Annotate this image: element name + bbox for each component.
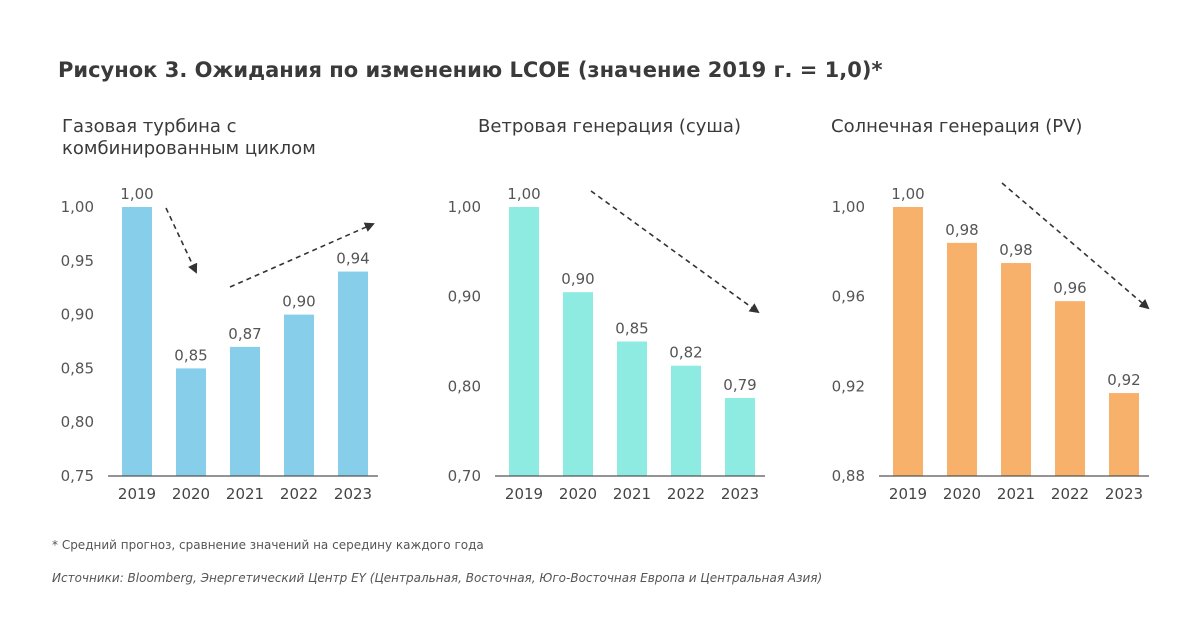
chart-title-line: Солнечная генерация (PV) — [831, 116, 1083, 137]
data-label: 0,94 — [336, 250, 369, 268]
data-label: 0,92 — [1107, 371, 1140, 389]
bar — [563, 292, 593, 476]
data-label: 0,90 — [561, 270, 594, 288]
x-tick-label: 2019 — [505, 485, 543, 503]
bar — [122, 207, 152, 476]
x-tick-label: 2020 — [172, 485, 210, 503]
x-tick-label: 2019 — [118, 485, 156, 503]
x-tick-label: 2022 — [1051, 485, 1089, 503]
bar — [671, 365, 701, 476]
y-tick-label: 0,85 — [61, 359, 94, 377]
x-tick-label: 2022 — [280, 485, 318, 503]
y-tick-label: 1,00 — [448, 198, 481, 216]
y-tick-label: 0,80 — [448, 377, 481, 395]
y-tick-label: 0,88 — [832, 467, 865, 485]
chart-title-solar: Солнечная генерация (PV) — [831, 116, 1151, 138]
data-label: 0,90 — [282, 293, 315, 311]
bar — [230, 346, 260, 476]
bar — [947, 242, 977, 476]
x-tick-label: 2023 — [334, 485, 372, 503]
data-label: 0,79 — [723, 376, 756, 394]
bar — [1001, 263, 1031, 476]
bar — [617, 341, 647, 476]
figure-title: Рисунок 3. Ожидания по изменению LCOE (з… — [58, 58, 883, 82]
x-tick-label: 2019 — [889, 485, 927, 503]
data-label: 0,87 — [228, 325, 261, 343]
sources-note: Источники: Bloomberg, Энергетический Цен… — [52, 571, 823, 585]
data-label: 0,98 — [945, 221, 978, 239]
data-label: 0,98 — [999, 241, 1032, 259]
y-tick-label: 0,80 — [61, 413, 94, 431]
x-tick-label: 2022 — [667, 485, 705, 503]
bar — [338, 271, 368, 476]
footnote: * Средний прогноз, сравнение значений на… — [52, 538, 484, 552]
chart-title-line: Ветровая генерация (суша) — [478, 116, 741, 137]
y-tick-label: 0,96 — [832, 288, 865, 306]
bar — [893, 207, 923, 476]
trend-arrow — [590, 190, 760, 314]
x-tick-label: 2020 — [943, 485, 981, 503]
x-tick-label: 2021 — [613, 485, 651, 503]
bar — [1055, 301, 1085, 476]
chart-title-gas: Газовая турбина с комбинированным циклом — [62, 116, 362, 160]
y-tick-label: 0,92 — [832, 377, 865, 395]
y-tick-label: 1,00 — [832, 198, 865, 216]
y-tick-label: 0,95 — [61, 252, 94, 270]
data-label: 1,00 — [891, 185, 924, 203]
x-tick-label: 2020 — [559, 485, 597, 503]
trend-arrow — [229, 222, 375, 288]
y-tick-label: 0,90 — [448, 288, 481, 306]
data-label: 1,00 — [120, 185, 153, 203]
chart-title-line: Газовая турбина с — [62, 116, 237, 137]
chart-title-line: комбинированным циклом — [62, 138, 316, 159]
x-tick-label: 2023 — [1105, 485, 1143, 503]
data-label: 0,85 — [615, 320, 648, 338]
data-label: 0,96 — [1053, 279, 1086, 297]
bar — [509, 207, 539, 476]
data-label: 1,00 — [507, 185, 540, 203]
bar — [284, 314, 314, 476]
x-tick-label: 2021 — [997, 485, 1035, 503]
bar — [176, 368, 206, 476]
x-tick-label: 2021 — [226, 485, 264, 503]
y-tick-label: 0,70 — [448, 467, 481, 485]
data-label: 0,82 — [669, 344, 702, 362]
y-tick-label: 0,90 — [61, 306, 94, 324]
data-label: 0,85 — [174, 346, 207, 364]
y-tick-label: 1,00 — [61, 198, 94, 216]
chart-title-wind: Ветровая генерация (суша) — [478, 116, 798, 138]
x-tick-label: 2023 — [721, 485, 759, 503]
bar — [725, 397, 755, 476]
y-tick-label: 0,75 — [61, 467, 94, 485]
bar — [1109, 393, 1139, 476]
trend-arrow — [165, 207, 198, 274]
